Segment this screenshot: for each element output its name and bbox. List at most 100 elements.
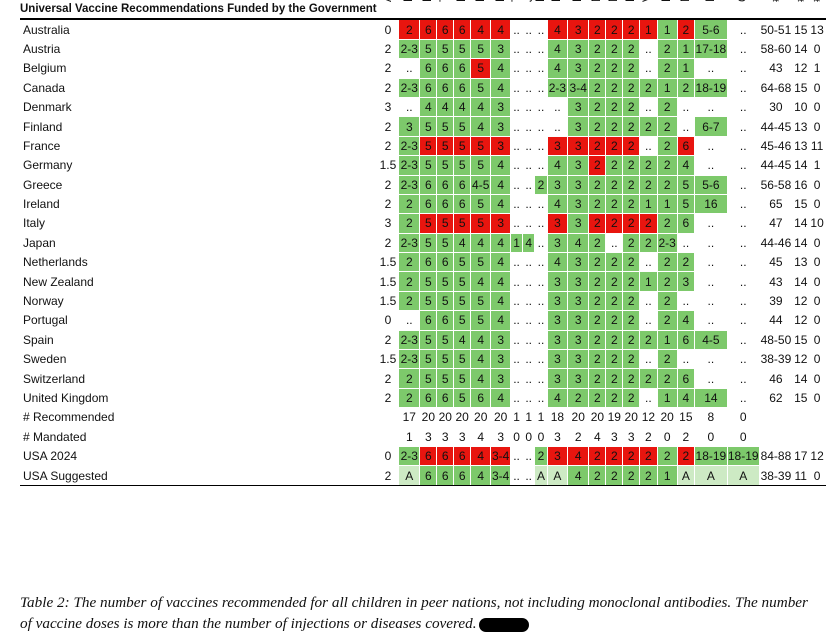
table-cell: ..: [727, 291, 760, 312]
row-label: United Kingdom: [20, 388, 378, 409]
table-cell: [808, 427, 826, 447]
table-cell: 65: [759, 194, 794, 215]
table-cell: 2: [622, 368, 641, 389]
table-cell: 3: [490, 368, 512, 389]
table-cell: 4: [453, 330, 472, 351]
table-cell: 2: [605, 349, 624, 370]
table-cell: 6: [677, 136, 695, 157]
table-cell: 2: [605, 175, 624, 195]
table-cell: 5: [419, 116, 438, 137]
column-header-label: Pneumococcal: [572, 0, 584, 2]
row-label: Denmark: [20, 97, 378, 118]
table-cell: 4: [567, 465, 590, 486]
column-header: Pneumococcal: [567, 0, 590, 21]
table-cell: 30: [759, 97, 794, 118]
table-cell: 44: [759, 310, 794, 331]
table-cell: 3: [547, 349, 569, 370]
table-cell: 3: [490, 136, 512, 157]
table-cell: 20: [453, 407, 472, 428]
table-cell: 1: [522, 407, 536, 428]
table-cell: 5: [470, 310, 492, 331]
table-cell: 5: [436, 349, 455, 370]
table-cell: ..: [534, 116, 548, 137]
table-cell: ..: [522, 58, 536, 79]
table-cell: 5: [436, 39, 455, 60]
table-cell: ..: [639, 58, 658, 79]
table-cell: 1.5: [377, 252, 400, 273]
table-cell: 45-46: [759, 136, 794, 157]
table-cell: 6: [436, 252, 455, 273]
column-header: Influenza: [694, 0, 728, 21]
country-row: Belgium 2.. 6 6 6 5 4...... 4 3 2 2 2.. 2 1.... 43 12 1: [20, 58, 826, 79]
table-cell: 1: [677, 58, 695, 79]
table-cell: 5: [453, 213, 472, 234]
row-label: # Recommended: [20, 407, 378, 428]
table-cell: 5: [419, 213, 438, 234]
table-cell: ..: [522, 310, 536, 331]
table-cell: 2: [605, 136, 624, 157]
row-label: Spain: [20, 330, 378, 351]
table-cell: 2: [622, 97, 641, 118]
table-cell: 3: [567, 97, 590, 118]
table-cell: 3: [377, 213, 400, 234]
table-cell: ..: [534, 349, 548, 370]
table-cell: 4: [490, 155, 512, 176]
table-cell: 4: [522, 233, 536, 254]
row-label: USA 2024: [20, 445, 378, 467]
table-cell: ..: [694, 233, 728, 254]
table-cell: 3: [377, 97, 400, 118]
table-cell: 5-6: [694, 19, 728, 40]
table-cell: 3: [547, 291, 569, 312]
table-cell: 0: [808, 252, 826, 273]
table-cell: 15: [792, 19, 810, 40]
table-cell: 6: [453, 78, 472, 98]
table-cell: 5: [470, 194, 492, 215]
table-cell: 3: [677, 271, 695, 292]
table-cell: 14: [694, 388, 728, 409]
table-cell: 20: [490, 407, 512, 428]
table-cell: 4: [490, 310, 512, 331]
table-cell: 2: [377, 39, 400, 60]
table-cell: 0: [377, 19, 400, 40]
table-cell: 3: [622, 427, 641, 447]
table-cell: 2: [639, 155, 658, 176]
table-cell: 5: [470, 39, 492, 60]
table-cell: 5: [453, 368, 472, 389]
table-cell: 5: [453, 291, 472, 312]
table-cell: ..: [398, 58, 421, 79]
table-cell: ..: [522, 388, 536, 409]
table-cell: 4: [470, 271, 492, 292]
table-cell: 12: [639, 407, 658, 428]
table-cell: ..: [534, 97, 548, 118]
table-cell: 2: [605, 78, 624, 98]
table-cell: ..: [727, 136, 760, 157]
table-cell: 3: [567, 310, 590, 331]
column-header: Pertussis: [453, 0, 472, 21]
table-cell: 2: [639, 465, 658, 486]
caption-text: Table 2: The number of vaccines recommen…: [20, 594, 808, 632]
table-cell: 2: [657, 368, 678, 389]
table-cell: 5: [436, 291, 455, 312]
table-cell: ..: [694, 155, 728, 176]
table-cell: 5: [436, 213, 455, 234]
table-cell: 4: [677, 310, 695, 331]
table-cell: 5: [677, 194, 695, 215]
table-cell: 2: [639, 445, 658, 467]
table-cell: 5: [453, 136, 472, 157]
column-header-label: HPV: [661, 0, 673, 2]
table-cell: ..: [534, 368, 548, 389]
table-cell: ..: [534, 330, 548, 351]
table-cell: 1: [657, 330, 678, 351]
table-cell: 48-50: [759, 330, 794, 351]
table-cell: [377, 407, 400, 428]
table-cell: 4: [490, 388, 512, 409]
table-cell: 1.5: [377, 155, 400, 176]
table-cell: ..: [522, 465, 536, 486]
table-cell: 2: [588, 175, 607, 195]
table-cell: ..: [727, 58, 760, 79]
table-cell: 5: [453, 116, 472, 137]
table-cell: 3: [398, 116, 421, 137]
table-cell: 2: [398, 252, 421, 273]
table-cell: 2: [605, 194, 624, 215]
table-cell: 14: [792, 213, 810, 234]
